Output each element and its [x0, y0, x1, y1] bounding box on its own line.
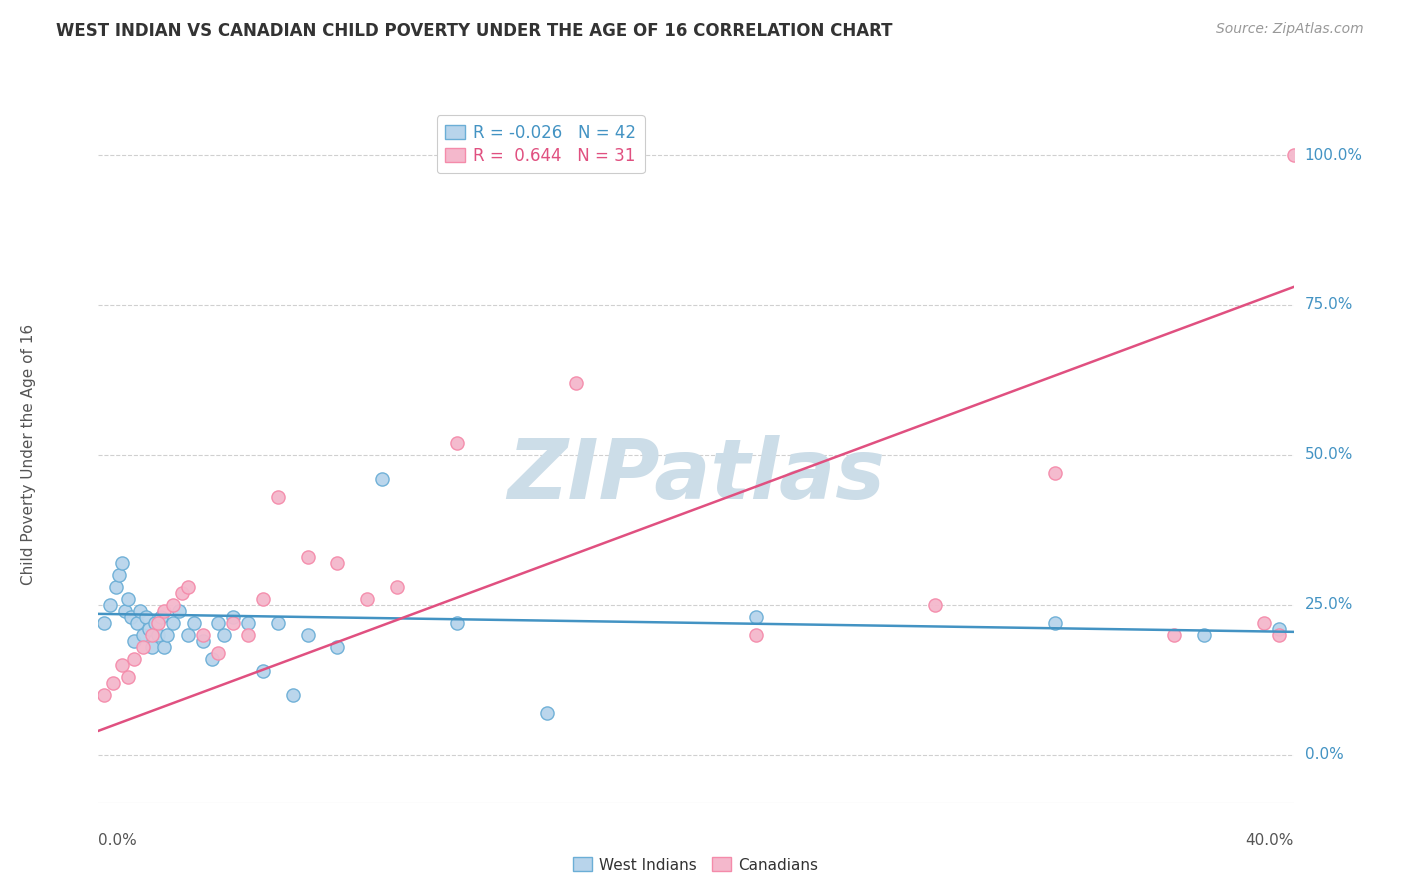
Point: [117, 670, 139, 684]
Point: [236, 615, 259, 630]
Point: [98, 598, 122, 612]
Point: [297, 549, 319, 564]
Point: [124, 652, 146, 666]
Point: [111, 556, 134, 570]
Point: [120, 610, 142, 624]
Point: [114, 604, 136, 618]
Text: 50.0%: 50.0%: [1305, 448, 1353, 462]
Text: ZIPatlas: ZIPatlas: [508, 435, 884, 516]
Point: [162, 615, 184, 630]
Point: [267, 490, 290, 504]
Point: [446, 615, 468, 630]
Point: [536, 706, 558, 720]
Point: [124, 633, 146, 648]
Point: [297, 628, 319, 642]
Point: [105, 580, 128, 594]
Point: [1043, 615, 1066, 630]
Point: [167, 604, 190, 618]
Point: [222, 610, 245, 624]
Point: [267, 615, 290, 630]
Text: 0.0%: 0.0%: [98, 833, 138, 848]
Point: [201, 652, 224, 666]
Text: Child Poverty Under the Age of 16: Child Poverty Under the Age of 16: [21, 325, 37, 585]
Legend: West Indians, Canadians: West Indians, Canadians: [568, 851, 824, 879]
Point: [1282, 148, 1305, 162]
Text: 40.0%: 40.0%: [1246, 833, 1294, 848]
Text: 25.0%: 25.0%: [1305, 598, 1353, 613]
Point: [117, 591, 139, 606]
Point: [135, 610, 157, 624]
Point: [141, 640, 163, 654]
Point: [326, 640, 349, 654]
Point: [177, 580, 200, 594]
Point: [252, 664, 274, 678]
Point: [1253, 615, 1275, 630]
Point: [222, 615, 245, 630]
Point: [148, 628, 170, 642]
Point: [207, 615, 229, 630]
Point: [93, 688, 115, 702]
Text: Source: ZipAtlas.com: Source: ZipAtlas.com: [1216, 22, 1364, 37]
Point: [1267, 622, 1289, 636]
Point: [127, 615, 149, 630]
Point: [153, 604, 176, 618]
Point: [150, 610, 173, 624]
Point: [356, 591, 378, 606]
Point: [1163, 628, 1185, 642]
Point: [1043, 466, 1066, 480]
Point: [236, 628, 259, 642]
Point: [153, 640, 176, 654]
Point: [371, 472, 394, 486]
Point: [143, 615, 166, 630]
Point: [1192, 628, 1215, 642]
Point: [129, 604, 152, 618]
Point: [156, 628, 179, 642]
Point: [108, 567, 131, 582]
Point: [93, 615, 115, 630]
Point: [111, 657, 134, 672]
Point: [191, 633, 214, 648]
Text: 100.0%: 100.0%: [1305, 147, 1362, 162]
Point: [177, 628, 200, 642]
Point: [446, 436, 468, 450]
Point: [162, 598, 184, 612]
Point: [745, 628, 768, 642]
Point: [565, 376, 588, 390]
Text: WEST INDIAN VS CANADIAN CHILD POVERTY UNDER THE AGE OF 16 CORRELATION CHART: WEST INDIAN VS CANADIAN CHILD POVERTY UN…: [56, 22, 893, 40]
Point: [148, 615, 170, 630]
Point: [191, 628, 214, 642]
Point: [141, 628, 163, 642]
Point: [212, 628, 235, 642]
Point: [132, 640, 155, 654]
Point: [252, 591, 274, 606]
Text: 0.0%: 0.0%: [1305, 747, 1343, 763]
Point: [183, 615, 205, 630]
Point: [207, 646, 229, 660]
Text: 75.0%: 75.0%: [1305, 297, 1353, 312]
Point: [385, 580, 409, 594]
Point: [103, 676, 125, 690]
Point: [924, 598, 946, 612]
Point: [172, 586, 194, 600]
Point: [138, 622, 160, 636]
Point: [1267, 628, 1289, 642]
Point: [132, 628, 155, 642]
Point: [281, 688, 304, 702]
Point: [326, 556, 349, 570]
Point: [745, 610, 768, 624]
